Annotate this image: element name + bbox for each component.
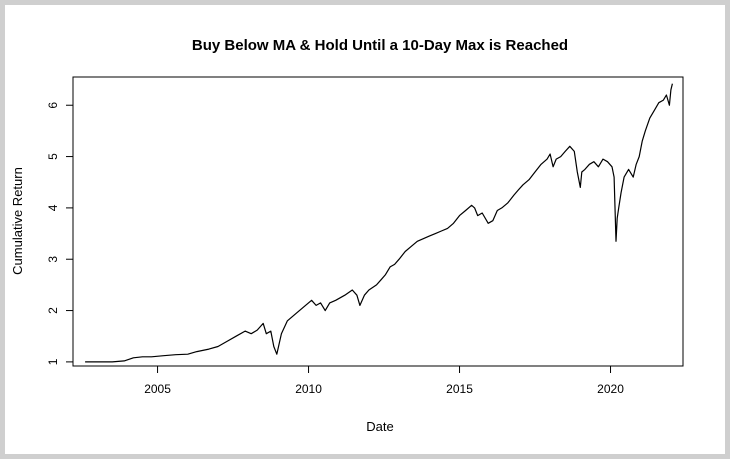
- series-line: [85, 83, 673, 363]
- plot-area: [72, 76, 684, 367]
- chart-title: Buy Below MA & Hold Until a 10-Day Max i…: [192, 37, 568, 54]
- y-tick-label: 6: [46, 102, 60, 109]
- y-tick-label: 4: [46, 204, 60, 211]
- x-tick-label: 2015: [446, 382, 473, 396]
- y-tick-label: 5: [46, 153, 60, 160]
- x-tick-label: 2020: [597, 382, 624, 396]
- y-tick-label: 2: [46, 307, 60, 314]
- y-axis-label: Cumulative Return: [10, 167, 25, 275]
- x-tick-label: 2010: [295, 382, 322, 396]
- x-axis: 2005 2010 2015 2020: [144, 365, 624, 396]
- x-axis-label: Date: [366, 419, 393, 434]
- x-tick-label: 2005: [144, 382, 171, 396]
- y-tick-label: 1: [46, 358, 60, 365]
- y-axis: 1 2 3 4 5 6: [46, 102, 74, 365]
- y-tick-label: 3: [46, 256, 60, 263]
